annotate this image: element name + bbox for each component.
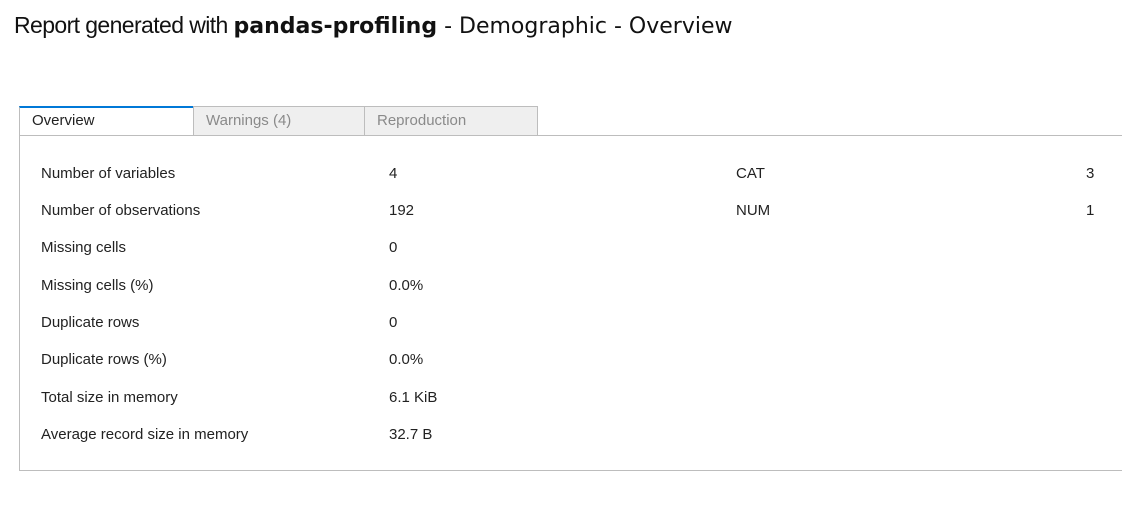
- variable-type-label: CAT: [736, 165, 765, 182]
- variable-type-count: 3: [1086, 165, 1095, 182]
- title-brand: pandas-profiling: [233, 14, 438, 39]
- stat-label: Missing cells: [41, 239, 127, 256]
- tab-overview[interactable]: Overview: [19, 106, 193, 136]
- page-title: Report generated with pandas-profiling -…: [14, 10, 733, 42]
- stat-value: 0: [389, 314, 398, 331]
- tab-warnings[interactable]: Warnings (4): [193, 106, 365, 136]
- stat-value: 192: [389, 202, 415, 219]
- stat-value: 0: [389, 239, 398, 256]
- stat-label: Missing cells (%): [41, 277, 154, 294]
- stat-label: Average record size in memory: [41, 426, 249, 443]
- stat-label: Duplicate rows (%): [41, 351, 167, 368]
- stat-value: 32.7 B: [389, 426, 433, 443]
- tab-bar: Overview Warnings (4) Reproduction: [19, 106, 538, 136]
- variable-type-label: NUM: [736, 202, 771, 219]
- title-prefix: Report generated with: [14, 12, 234, 38]
- variable-type-count: 1: [1086, 202, 1095, 219]
- stat-label: Duplicate rows: [41, 314, 140, 331]
- stat-label: Total size in memory: [41, 389, 178, 406]
- stat-value: 0.0%: [389, 351, 424, 368]
- overview-panel: Number of variables 4 CAT 3 Number of ob…: [19, 135, 1122, 471]
- stat-value: 4: [389, 165, 398, 182]
- stat-label: Number of variables: [41, 165, 176, 182]
- tab-reproduction[interactable]: Reproduction: [365, 106, 538, 136]
- title-suffix: - Demographic - Overview: [437, 14, 733, 39]
- stat-value: 0.0%: [389, 277, 424, 294]
- stat-value: 6.1 KiB: [389, 389, 438, 406]
- stat-label: Number of observations: [41, 202, 201, 219]
